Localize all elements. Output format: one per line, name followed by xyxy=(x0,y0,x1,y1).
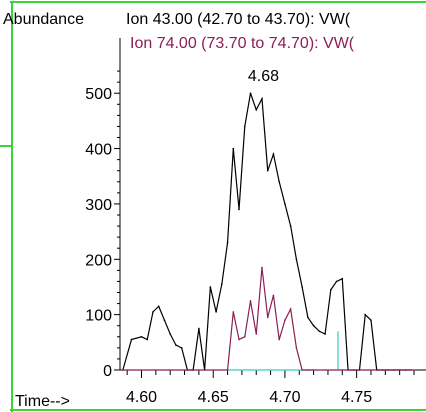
series-1-point xyxy=(140,335,143,338)
series-1-point xyxy=(209,286,212,288)
series-1-point xyxy=(180,347,183,349)
series-2-point xyxy=(307,369,309,371)
series-1-point xyxy=(312,324,315,327)
series-1-point xyxy=(169,333,171,335)
series-1-point xyxy=(146,338,149,341)
series-2-point xyxy=(261,266,263,269)
series-2-point xyxy=(272,294,275,297)
series-1-point xyxy=(221,283,223,285)
series-2-point xyxy=(301,369,303,371)
series-1-point xyxy=(226,241,229,244)
y-tick-label: 100 xyxy=(85,308,112,325)
series-1-point xyxy=(238,208,240,211)
x-axis-label: Time--> xyxy=(15,393,70,410)
legend-series-2: Ion 74.00 (73.70 to 74.70): VW( xyxy=(130,35,355,52)
series-1-point xyxy=(215,311,217,313)
series-1-point xyxy=(364,313,367,316)
peak-label: 4.68 xyxy=(248,68,279,85)
series-1-point xyxy=(324,333,326,335)
series-2-point xyxy=(413,369,415,371)
series-1-point xyxy=(370,319,372,321)
series-2-point xyxy=(312,369,315,371)
y-tick-label: 300 xyxy=(85,197,112,214)
series-1-point xyxy=(307,316,309,319)
series-1-point xyxy=(243,125,246,128)
series-1-point xyxy=(198,327,200,330)
series-2-point xyxy=(238,338,240,341)
series-1-point xyxy=(272,153,275,155)
x-tick-label: 4.75 xyxy=(341,389,372,406)
series-1-point xyxy=(301,286,303,288)
series-1-point xyxy=(284,203,286,205)
series-2-point xyxy=(226,369,229,371)
series-1-point xyxy=(232,147,235,150)
series-1-point xyxy=(330,288,332,291)
legend-series-1: Ion 43.00 (42.70 to 43.70): VW( xyxy=(126,11,351,28)
series-1-point xyxy=(278,180,280,183)
x-tick-label: 4.60 xyxy=(126,389,157,406)
y-tick-label: 200 xyxy=(85,252,112,269)
series-2-point xyxy=(232,311,235,313)
series-1-point xyxy=(163,319,166,321)
series-2-point xyxy=(266,316,269,319)
series-2-point xyxy=(370,369,372,371)
series-2-point xyxy=(341,369,344,371)
series-1-line xyxy=(122,93,412,371)
series-1-point xyxy=(152,311,154,313)
y-tick-label: 400 xyxy=(85,142,112,159)
series-group xyxy=(122,92,415,371)
series-1-point xyxy=(289,225,292,227)
series-2-point xyxy=(284,319,286,321)
series-1-point xyxy=(266,169,269,172)
series-1-point xyxy=(175,344,177,346)
series-2-point xyxy=(122,369,124,371)
series-1-point xyxy=(318,330,321,333)
series-2-point xyxy=(289,308,292,310)
series-1-point xyxy=(249,92,252,95)
series-2-point xyxy=(278,338,280,341)
y-tick-label: 500 xyxy=(85,86,112,103)
series-1-point xyxy=(157,305,160,308)
series-2-point xyxy=(243,335,246,338)
x-tick-label: 4.70 xyxy=(269,389,300,406)
series-2-point xyxy=(295,347,298,349)
series-2-point xyxy=(255,333,258,335)
series-2-line xyxy=(122,267,414,371)
x-tick-label: 4.65 xyxy=(198,389,229,406)
y-tick-label: 0 xyxy=(103,363,112,380)
series-2-point xyxy=(249,300,252,302)
y-axis-label: Abundance xyxy=(3,11,84,28)
series-1-point xyxy=(255,109,258,111)
series-1-point xyxy=(295,258,298,261)
series-1-point xyxy=(335,280,338,283)
series-1-point xyxy=(130,338,133,341)
series-1-point xyxy=(341,277,344,280)
series-1-point xyxy=(261,97,263,100)
